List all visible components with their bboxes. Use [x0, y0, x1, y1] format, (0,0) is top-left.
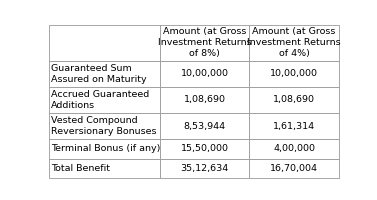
Bar: [250, 25, 339, 61]
Text: 1,61,314: 1,61,314: [273, 122, 315, 131]
Text: Amount (at Gross
Investment Returns
of 8%): Amount (at Gross Investment Returns of 8…: [158, 27, 251, 58]
Text: 16,70,004: 16,70,004: [270, 164, 318, 173]
Bar: [49, 87, 160, 113]
Text: Accrued Guaranteed
Additions: Accrued Guaranteed Additions: [51, 90, 149, 110]
Text: 1,08,690: 1,08,690: [273, 95, 315, 104]
Bar: [250, 61, 339, 87]
Bar: [160, 113, 250, 139]
Bar: [160, 25, 250, 61]
Bar: [160, 87, 250, 113]
Bar: [250, 139, 339, 159]
Text: 1,08,690: 1,08,690: [184, 95, 226, 104]
Text: Terminal Bonus (if any): Terminal Bonus (if any): [51, 144, 160, 153]
Bar: [160, 139, 250, 159]
Bar: [49, 25, 160, 61]
Text: 15,50,000: 15,50,000: [181, 144, 229, 153]
Bar: [250, 159, 339, 178]
Text: 4,00,000: 4,00,000: [273, 144, 315, 153]
Bar: [160, 61, 250, 87]
Bar: [49, 61, 160, 87]
Bar: [250, 87, 339, 113]
Text: 10,00,000: 10,00,000: [270, 69, 318, 78]
Text: 10,00,000: 10,00,000: [181, 69, 229, 78]
Bar: [49, 139, 160, 159]
Bar: [250, 113, 339, 139]
Text: Guaranteed Sum
Assured on Maturity: Guaranteed Sum Assured on Maturity: [51, 64, 147, 84]
Bar: [160, 159, 250, 178]
Bar: [49, 113, 160, 139]
Text: Amount (at Gross
Investment Returns
of 4%): Amount (at Gross Investment Returns of 4…: [247, 27, 341, 58]
Text: Vested Compound
Reversionary Bonuses: Vested Compound Reversionary Bonuses: [51, 116, 156, 136]
Text: Total Benefit: Total Benefit: [51, 164, 110, 173]
Text: 8,53,944: 8,53,944: [184, 122, 226, 131]
Bar: [49, 159, 160, 178]
Text: 35,12,634: 35,12,634: [181, 164, 229, 173]
